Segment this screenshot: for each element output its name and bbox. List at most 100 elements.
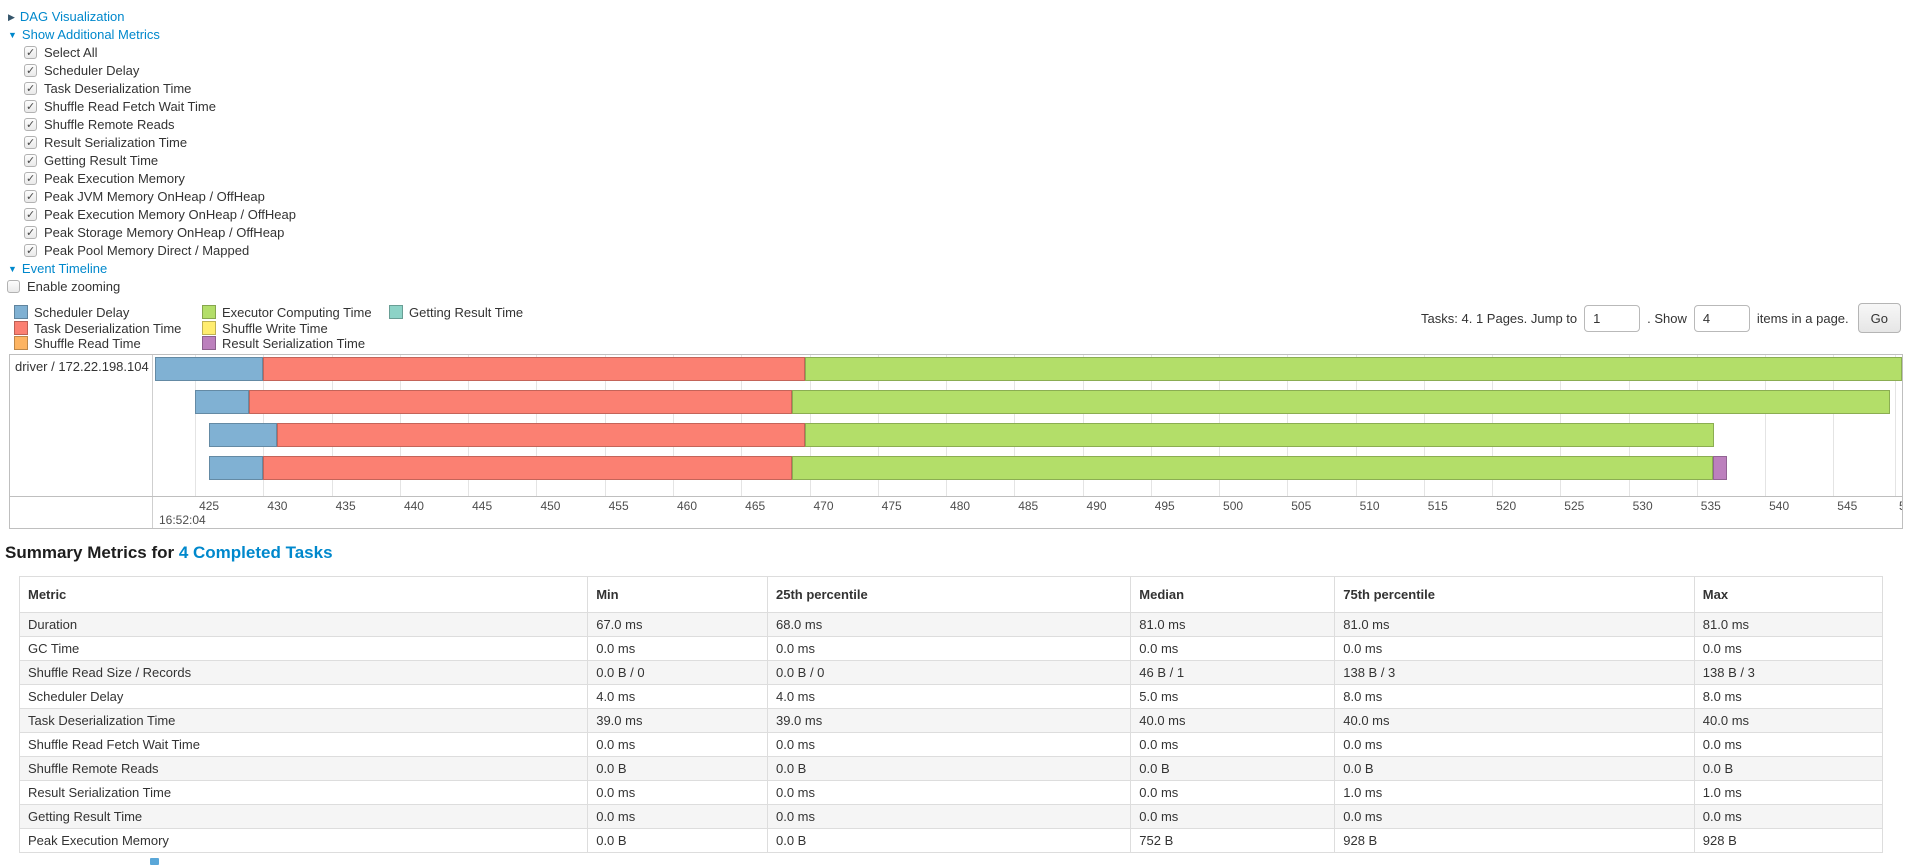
table-row: Shuffle Remote Reads 0.0 B 0.0 B 0.0 B 0.0 B…	[18, 756, 1884, 781]
metric-checkbox-row: Select All	[24, 44, 1907, 62]
axis-gridline	[1765, 355, 1767, 496]
metric-checkbox[interactable]	[24, 62, 37, 80]
summary-metrics-heading: Summary Metrics for 4 Completed Tasks	[5, 543, 1907, 563]
metric-checkbox[interactable]	[24, 116, 37, 134]
table-cell: Task Deserialization Time	[18, 708, 589, 733]
event-timeline-label: Event Timeline	[21, 261, 108, 276]
table-cell: 0.0 B	[1693, 756, 1884, 781]
table-row: Task Deserialization Time 39.0 ms 39.0 ms 4…	[18, 708, 1884, 733]
metric-checkbox[interactable]	[24, 170, 37, 188]
scheduler-delay-bar-segment	[208, 423, 277, 447]
metric-checkbox[interactable]	[24, 224, 37, 242]
table-cell: 0.0 B	[587, 756, 768, 781]
show-additional-metrics-toggle[interactable]: ▼ Show Additional Metrics	[8, 27, 160, 42]
event-timeline-toggle[interactable]: ▼ Event Timeline	[8, 261, 107, 276]
executor-computing-bar-segment	[792, 390, 1890, 414]
metric-checkbox[interactable]	[24, 98, 37, 116]
metric-checkbox[interactable]	[24, 206, 37, 224]
metric-checkbox-row: Task Deserialization Time	[24, 80, 1907, 98]
task-deserialization-bar-segment	[248, 390, 793, 414]
table-cell: 928 B	[1334, 828, 1695, 853]
column-header-max[interactable]: Max	[1693, 576, 1884, 613]
metric-checkbox-label: Scheduler Delay	[44, 63, 140, 78]
executor-computing-bar-segment	[792, 456, 1713, 480]
table-cell: 0.0 B	[766, 756, 1132, 781]
column-header-25th-percentile[interactable]: 25th percentile	[766, 576, 1132, 613]
metric-checkbox[interactable]	[24, 44, 37, 62]
table-header-row: Metric Min 25th percentile Median 75th perce…	[18, 576, 1884, 613]
table-cell: 0.0 ms	[1334, 636, 1695, 661]
result-serialization-bar-segment	[1712, 456, 1727, 480]
axis-tick-label: 470	[813, 499, 834, 513]
summary-metrics-table: Metric Min 25th percentile Median 75th perce…	[18, 576, 1884, 853]
column-header-75th-percentile[interactable]: 75th percentile	[1334, 576, 1695, 613]
legend-item: Task Deserialization Time	[14, 320, 182, 337]
axis-tick-label: 450	[540, 499, 561, 513]
completed-tasks-link[interactable]: 4 Completed Tasks	[178, 543, 333, 562]
dag-visualization-toggle[interactable]: ▶ DAG Visualization	[8, 9, 124, 24]
metric-checkbox-row: Shuffle Read Fetch Wait Time	[24, 98, 1907, 116]
enable-zooming-label: Enable zooming	[27, 279, 121, 294]
event-timeline-chart: driver / 172.22.198.104 16:52:04 425 430 4…	[9, 354, 1903, 529]
legend-item: Executor Computing Time	[202, 305, 372, 321]
axis-tick-label: 440	[403, 499, 424, 513]
metric-checkbox-label: Peak JVM Memory OnHeap / OffHeap	[44, 189, 265, 204]
table-cell: 4.0 ms	[587, 684, 768, 709]
metric-checkbox[interactable]	[24, 188, 37, 206]
table-cell: Shuffle Remote Reads	[18, 756, 589, 781]
axis-tick-label: 500	[1223, 499, 1244, 513]
axis-tick-label: 515	[1427, 499, 1448, 513]
executor-group-cell: driver / 172.22.198.104	[10, 355, 153, 528]
dag-visualization-label: DAG Visualization	[19, 9, 125, 24]
timeline-legend-band: Scheduler Delay Task Deserialization Time…	[0, 302, 1907, 352]
table-cell: 0.0 ms	[1334, 732, 1695, 757]
table-row: Result Serialization Time 0.0 ms 0.0 ms 0.0…	[18, 780, 1884, 805]
table-cell: 0.0 ms	[766, 636, 1132, 661]
tasks-pages-text: Tasks: 4. 1 Pages. Jump to	[1421, 310, 1578, 326]
table-cell: 0.0 ms	[766, 732, 1132, 757]
table-cell: 138 B / 3	[1334, 660, 1695, 685]
legend-label: Result Serialization Time	[222, 336, 366, 351]
task-deserialization-bar-segment	[262, 357, 805, 381]
metric-checkbox[interactable]	[24, 80, 37, 98]
items-per-page-input[interactable]	[1693, 304, 1750, 332]
scheduler-delay-bar-segment	[194, 390, 249, 414]
metric-checkbox[interactable]	[24, 152, 37, 170]
table-cell: 0.0 ms	[1693, 804, 1884, 829]
metric-checkbox-row: Peak Execution Memory OnHeap / OffHeap	[24, 206, 1907, 224]
metric-checkbox-row: Scheduler Delay	[24, 62, 1907, 80]
legend-label: Task Deserialization Time	[34, 320, 182, 336]
executor-computing-bar-segment	[804, 357, 1902, 381]
metric-checkbox-label: Peak Pool Memory Direct / Mapped	[44, 243, 250, 258]
table-cell: 40.0 ms	[1334, 708, 1695, 733]
axis-tick-label: 425	[199, 499, 220, 513]
table-cell: 0.0 ms	[1334, 804, 1695, 829]
enable-zooming-checkbox[interactable]	[7, 280, 20, 293]
metric-checkbox-label: Task Deserialization Time	[44, 81, 192, 96]
column-header-median[interactable]: Median	[1130, 576, 1336, 613]
jump-to-page-input[interactable]	[1584, 304, 1641, 332]
table-cell: 0.0 ms	[587, 636, 768, 661]
axis-tick-label: 445	[472, 499, 493, 513]
arrow-right-icon: ▶	[8, 12, 15, 22]
column-header-min[interactable]: Min	[587, 576, 768, 613]
table-row: Shuffle Read Fetch Wait Time 0.0 ms 0.0 ms…	[18, 732, 1884, 757]
metric-checkbox-label: Peak Execution Memory	[44, 171, 185, 186]
table-cell: 928 B	[1693, 828, 1884, 853]
metric-checkbox-row: Getting Result Time	[24, 152, 1907, 170]
metric-checkbox[interactable]	[24, 134, 37, 152]
table-cell: 1.0 ms	[1334, 780, 1695, 805]
legend-item: Shuffle Read Time	[14, 336, 181, 352]
column-header-metric[interactable]: Metric	[18, 576, 589, 613]
axis-gridline	[1895, 355, 1896, 496]
table-row: Scheduler Delay 4.0 ms 4.0 ms 5.0 ms 8.0 ms 8…	[18, 684, 1884, 709]
table-cell: Scheduler Delay	[18, 684, 589, 709]
go-button[interactable]: Go	[1857, 303, 1901, 333]
summary-heading-prefix: Summary Metrics for	[5, 543, 179, 562]
table-cell: Duration	[18, 612, 589, 637]
table-cell: 0.0 ms	[1130, 636, 1336, 661]
table-cell: 0.0 ms	[1130, 780, 1336, 805]
metric-checkbox-list: Select All Scheduler Delay Task Deserializ…	[0, 44, 1907, 260]
metric-checkbox[interactable]	[24, 242, 37, 260]
table-cell: 81.0 ms	[1693, 612, 1884, 637]
